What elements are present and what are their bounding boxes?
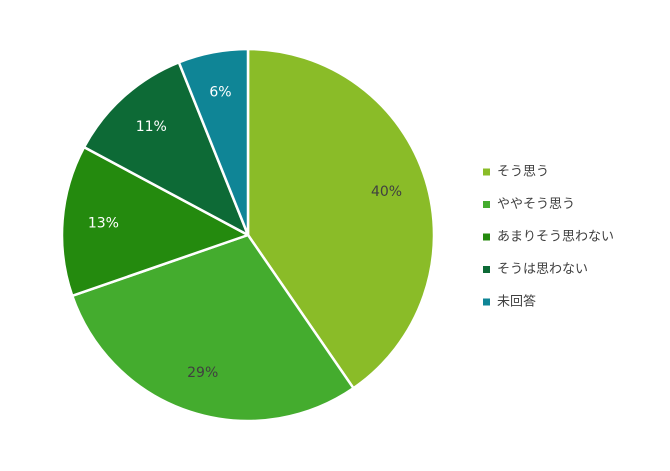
legend-swatch-4 xyxy=(483,266,490,273)
legend-swatch-3 xyxy=(483,233,490,241)
legend-label-5: 未回答 xyxy=(497,294,536,310)
data-label-slice-2: 29% xyxy=(187,365,218,381)
pie-slice-1 xyxy=(246,47,436,390)
legend-label-1: そう思う xyxy=(497,165,549,180)
legend-label-4: そうは思わない xyxy=(497,262,588,277)
legend-label-3: あまりそう思わない xyxy=(497,230,614,245)
pie-slice-4 xyxy=(82,61,250,237)
data-label-slice-4: 11% xyxy=(136,119,167,135)
pie-slice-5 xyxy=(177,47,250,237)
data-label-slice-3: 13% xyxy=(88,216,119,232)
data-label-slice-5: 6% xyxy=(209,85,231,101)
pie-slices xyxy=(60,47,436,423)
pie-data-labels: 40% 29% 13% 11% 6% xyxy=(88,85,402,381)
legend-swatch-5 xyxy=(483,298,490,306)
legend-swatch-2 xyxy=(483,201,490,208)
legend-label-2: ややそう思う xyxy=(497,197,575,212)
legend-swatch-1 xyxy=(483,168,490,176)
pie-slice-2 xyxy=(70,233,355,423)
pie-slice-3 xyxy=(60,145,250,298)
data-label-slice-1: 40% xyxy=(371,184,402,200)
